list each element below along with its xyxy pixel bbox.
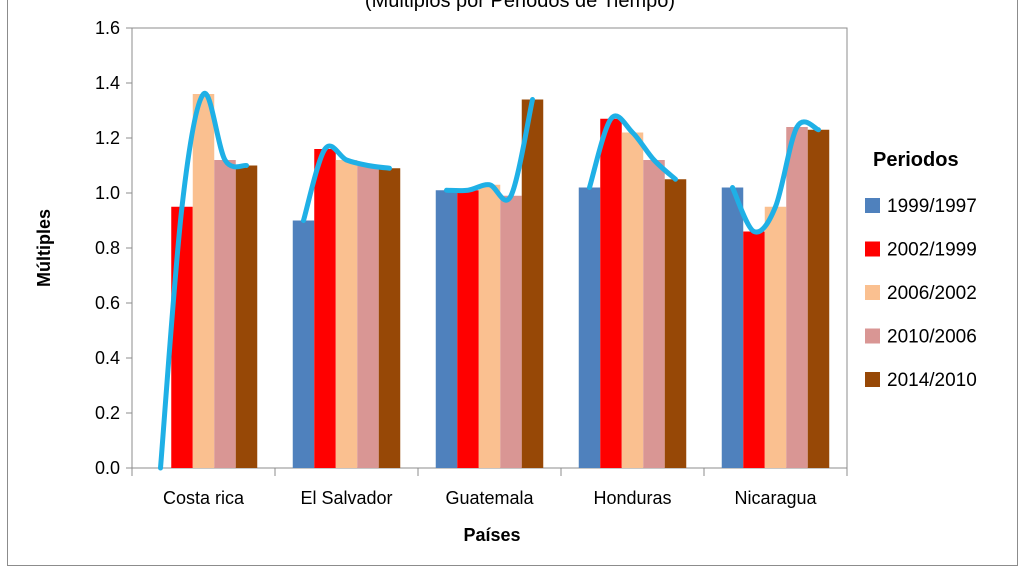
bar [214, 160, 236, 468]
y-tick-label: 1.2 [95, 128, 120, 148]
bar [378, 168, 401, 468]
y-tick-label: 0.8 [95, 238, 120, 258]
y-axis-label: Múltiples [34, 209, 54, 287]
x-tick-label: El Salvador [300, 488, 392, 508]
overlay-curve [301, 143, 392, 223]
x-tick-label: Nicaragua [734, 488, 817, 508]
bar [664, 179, 687, 468]
bar [171, 206, 193, 468]
bar [335, 160, 358, 468]
legend-label: 2006/2002 [887, 283, 977, 304]
legend-swatch [865, 285, 880, 300]
bar [435, 190, 458, 468]
y-tick-label: 1.0 [95, 183, 120, 203]
chart-title: (Multiplos por Periodos de Tiempo) [365, 0, 675, 12]
bar [314, 149, 336, 468]
bar [621, 132, 644, 468]
x-tick-label: Costa rica [163, 488, 245, 508]
legend-label: 2002/1999 [887, 240, 977, 261]
bar [292, 220, 315, 468]
legend-title: Periodos [873, 149, 959, 171]
plot-area: 0.0 0.2 0.4 0.6 0.8 1.0 1.2 1.4 1.6 Costa rica El … [95, 18, 848, 508]
bar [743, 231, 765, 468]
bar [478, 184, 501, 468]
y-tick-label: 1.6 [95, 18, 120, 38]
y-tick-label: 0.0 [95, 458, 120, 478]
legend-swatch [865, 372, 880, 387]
bar [721, 187, 744, 468]
bar [500, 195, 522, 468]
bar [786, 127, 808, 468]
legend: Periodos 1999/1997 2002/1999 2006/2002 2010… [865, 149, 977, 391]
chart-frame [7, 0, 1018, 566]
bar [357, 165, 379, 468]
overlay-curve [587, 113, 678, 190]
overlay-lines [158, 91, 821, 471]
y-tick-label: 0.2 [95, 403, 120, 423]
bar [457, 190, 479, 468]
legend-swatch [865, 328, 880, 344]
bar [521, 99, 544, 468]
legend-label: 1999/1997 [887, 196, 977, 217]
x-tick-label: Guatemala [445, 488, 534, 508]
x-tick-label: Honduras [593, 488, 671, 508]
y-tick-label: 0.6 [95, 293, 120, 313]
legend-swatch [865, 241, 880, 257]
x-axis-label: Países [463, 525, 520, 545]
overlay-curve [444, 97, 535, 203]
overlay-curve [730, 119, 821, 235]
legend-label: 2014/2010 [887, 370, 977, 391]
legend-swatch [865, 198, 880, 213]
bar [807, 129, 830, 468]
overlay-curve [158, 91, 249, 471]
bar [764, 206, 787, 468]
bar [600, 118, 622, 468]
bar [643, 160, 665, 468]
bar [578, 187, 601, 468]
bar [192, 94, 215, 468]
legend-label: 2010/2006 [887, 327, 977, 348]
y-tick-label: 0.4 [95, 348, 120, 368]
bar [235, 165, 258, 468]
y-tick-label: 1.4 [95, 73, 120, 93]
